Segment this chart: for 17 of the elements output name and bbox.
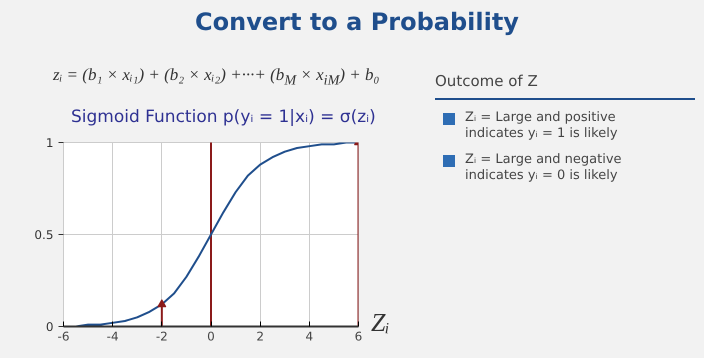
x-tick-label: -6	[58, 330, 70, 344]
x-tick-label: -2	[156, 330, 168, 344]
chart-title: Convert to a Probability	[194, 7, 520, 38]
x-tick-label: 6	[354, 330, 362, 344]
x-tick-label: 2	[256, 330, 264, 344]
text: Outcome of Z	[435, 71, 695, 100]
y-tick-label: 0	[46, 320, 54, 334]
chart-subtitle: Sigmoid Function p(yᵢ = 1|xᵢ) = σ(zᵢ)	[70, 106, 376, 129]
x-axis-title: Zᵢ	[371, 307, 390, 339]
x-tick-label: 4	[306, 330, 314, 344]
y-tick-label: 1	[46, 136, 54, 150]
x-tick-label: -4	[106, 330, 119, 344]
y-tick-label: 0.5	[34, 228, 54, 242]
x-tick-label: 0	[207, 330, 215, 344]
text: zᵢ = (b₁ × xᵢ₁) + (b₂ × xᵢ₂) +···+ (b$_{M}$ × x$_{iM}$) + b₀	[52, 64, 380, 90]
text: Zᵢ = Large and positive indicates yᵢ = 1 is likely	[465, 110, 619, 142]
text: Zᵢ = Large and negative indicates yᵢ = 0 is likely	[465, 152, 623, 184]
